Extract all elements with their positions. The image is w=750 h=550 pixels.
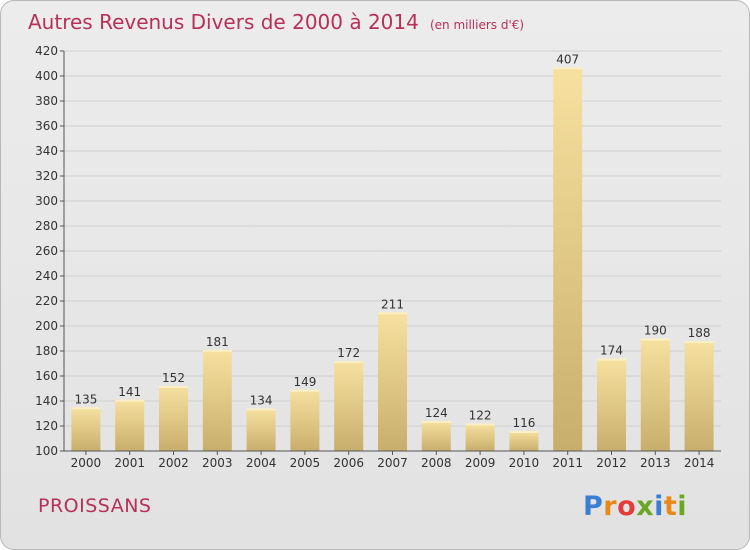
chart-title: Autres Revenus Divers de 2000 à 2014 (en… — [28, 10, 524, 34]
bar-2002 — [159, 386, 188, 451]
data-label: 135 — [74, 392, 97, 406]
data-label: 188 — [688, 326, 711, 340]
bar-2010 — [509, 431, 539, 451]
bar-top-highlight — [553, 67, 583, 70]
data-label: 141 — [118, 385, 141, 399]
bar-2004 — [246, 408, 276, 451]
bar-top-highlight — [421, 421, 451, 423]
bar-top-highlight — [334, 361, 364, 363]
logo-letter: i — [654, 491, 664, 522]
bar-top-highlight — [202, 349, 232, 352]
logo-letter: i — [677, 491, 688, 522]
y-tick-label: 200 — [35, 319, 58, 333]
bar-2001 — [115, 399, 145, 451]
x-tick-label: 2009 — [465, 456, 496, 470]
y-tick-label: 160 — [35, 369, 58, 383]
x-tick-label: 2000 — [71, 456, 102, 470]
bar-2014 — [684, 341, 714, 451]
bar-2005 — [290, 389, 320, 451]
x-tick-labels: 2000 2001 2002 2003 2004 2005 2006 2007 2008 2009… — [71, 451, 715, 470]
x-tick-label: 2013 — [640, 456, 671, 470]
data-label: 407 — [556, 52, 579, 66]
bar-top-highlight — [159, 386, 188, 388]
y-tick-label: 220 — [35, 294, 58, 308]
bar-2013 — [640, 338, 670, 451]
logo-letter: r — [603, 491, 618, 522]
x-tick-label: 2008 — [421, 456, 452, 470]
bar-top-highlight — [640, 338, 670, 341]
y-tick-label: 420 — [35, 44, 58, 58]
bar-2007 — [378, 312, 407, 451]
x-tick-label: 2001 — [114, 456, 145, 470]
x-tick-label: 2003 — [202, 456, 233, 470]
x-tick-label: 2005 — [290, 456, 321, 470]
x-tick-label: 2011 — [552, 456, 583, 470]
y-tick-label: 300 — [35, 194, 58, 208]
data-label: 124 — [425, 406, 448, 420]
bar-top-highlight — [465, 423, 495, 426]
title-unit: (en milliers d'€) — [429, 18, 525, 32]
y-tick-label: 140 — [35, 394, 58, 408]
bar-top-highlight — [684, 341, 714, 343]
y-tick-label: 100 — [35, 444, 58, 458]
y-tick-label: 380 — [35, 94, 58, 108]
data-label: 211 — [381, 297, 404, 311]
bar-2011 — [553, 67, 583, 451]
y-tick-label: 400 — [35, 69, 58, 83]
x-tick-label: 2010 — [509, 456, 540, 470]
bar-2003 — [202, 349, 232, 451]
y-tick-label: 240 — [35, 269, 58, 283]
data-label: 172 — [337, 346, 360, 360]
y-tick-label: 320 — [35, 169, 58, 183]
logo-letter: P — [583, 491, 604, 522]
title-main: Autres Revenus Divers de 2000 à 2014 — [28, 10, 419, 34]
bar-2012 — [597, 358, 626, 451]
data-label: 174 — [600, 344, 623, 358]
y-tick-label: 180 — [35, 344, 58, 358]
data-label: 152 — [162, 371, 185, 385]
town-name: PROISSANS — [38, 495, 152, 517]
y-tick-label: 360 — [35, 119, 58, 133]
x-tick-label: 2006 — [333, 456, 364, 470]
data-label: 149 — [293, 375, 316, 389]
x-tick-label: 2002 — [158, 456, 189, 470]
data-label: 190 — [644, 324, 667, 338]
logo-letter: o — [617, 491, 637, 522]
x-tick-label: 2014 — [684, 456, 715, 470]
x-tick-label: 2007 — [377, 456, 408, 470]
bars — [71, 67, 714, 451]
x-tick-label: 2012 — [596, 456, 627, 470]
bar-2009 — [465, 423, 495, 451]
proxiti-logo: Proxiti — [583, 491, 687, 522]
data-label: 181 — [206, 335, 229, 349]
data-label: 134 — [250, 394, 273, 408]
logo-letter: x — [636, 491, 655, 522]
data-label: 116 — [512, 416, 535, 430]
y-tick-labels: 100 120 140 160 180 200 220 240 260 280 300 320 340 3… — [35, 44, 58, 458]
bar-2000 — [71, 407, 101, 451]
y-tick-label: 120 — [35, 419, 58, 433]
bar-top-highlight — [290, 389, 320, 392]
x-tick-label: 2004 — [246, 456, 277, 470]
data-labels: 135 141 152 181 134 149 172 211 124 122 116 407 174 1… — [74, 52, 710, 430]
bar-2008 — [421, 421, 451, 451]
bar-top-highlight — [597, 358, 626, 361]
bar-top-highlight — [115, 399, 145, 402]
bar-2006 — [334, 361, 364, 451]
bar-top-highlight — [378, 312, 407, 315]
y-tick-label: 260 — [35, 244, 58, 258]
y-tick-label: 280 — [35, 219, 58, 233]
bar-top-highlight — [71, 407, 101, 410]
data-label: 122 — [469, 409, 492, 423]
bar-top-highlight — [509, 431, 539, 433]
logo-letter: t — [663, 491, 678, 522]
bar-top-highlight — [246, 408, 276, 411]
y-tick-label: 340 — [35, 144, 58, 158]
